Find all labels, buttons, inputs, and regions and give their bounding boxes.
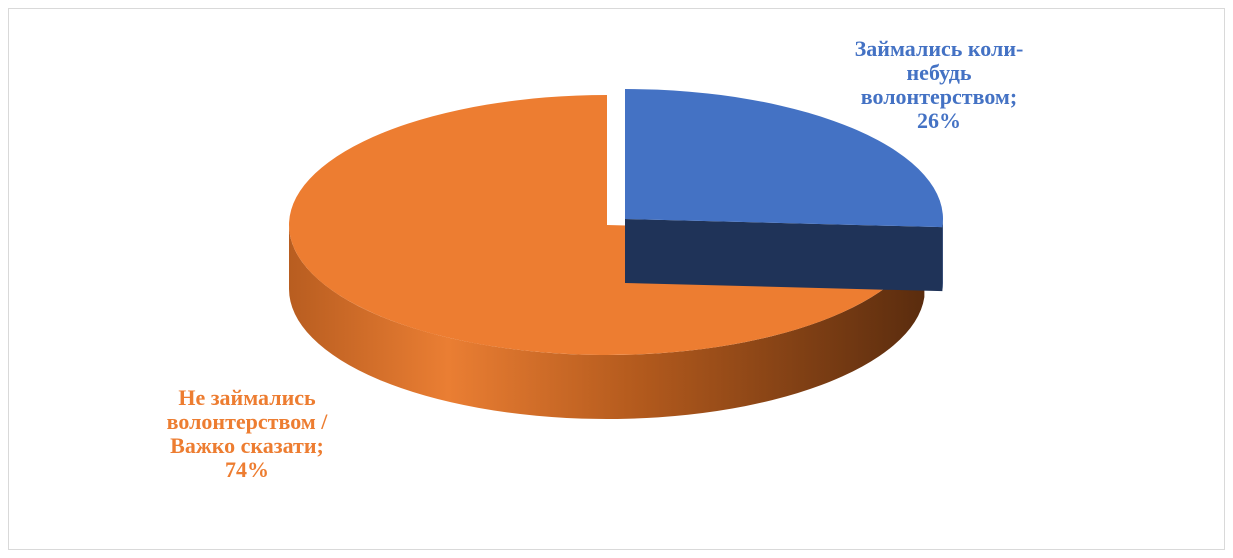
slice-label-not-volunteered-line-3: Важко сказати; — [170, 433, 324, 458]
slice-value-volunteered: 26% — [917, 108, 961, 133]
slice-label-not-volunteered: Не займались волонтерством / Важко сказа… — [127, 386, 367, 482]
slice-top-volunteered — [625, 89, 943, 228]
pie-chart — [288, 89, 943, 419]
slice-label-volunteered: Займались коли- небудь волонтерством; 26… — [829, 37, 1049, 133]
slice-side-not-volunteered — [289, 225, 925, 419]
slice-label-not-volunteered-line-2: волонтерством / — [166, 409, 328, 434]
slice-side-volunteered — [942, 219, 943, 292]
slice-label-not-volunteered-line-1: Не займались — [178, 385, 316, 410]
slice-value-not-volunteered: 74% — [225, 457, 269, 482]
slice-label-volunteered-line-3: волонтерством; — [860, 84, 1018, 109]
slice-wall-volunteered — [625, 219, 943, 292]
slice-label-volunteered-line-1: Займались коли- — [854, 36, 1024, 61]
slice-top-not-volunteered — [288, 95, 925, 356]
chart-frame: Займались коли- небудь волонтерством; 26… — [8, 8, 1225, 550]
slice-label-volunteered-line-2: небудь — [906, 60, 972, 85]
